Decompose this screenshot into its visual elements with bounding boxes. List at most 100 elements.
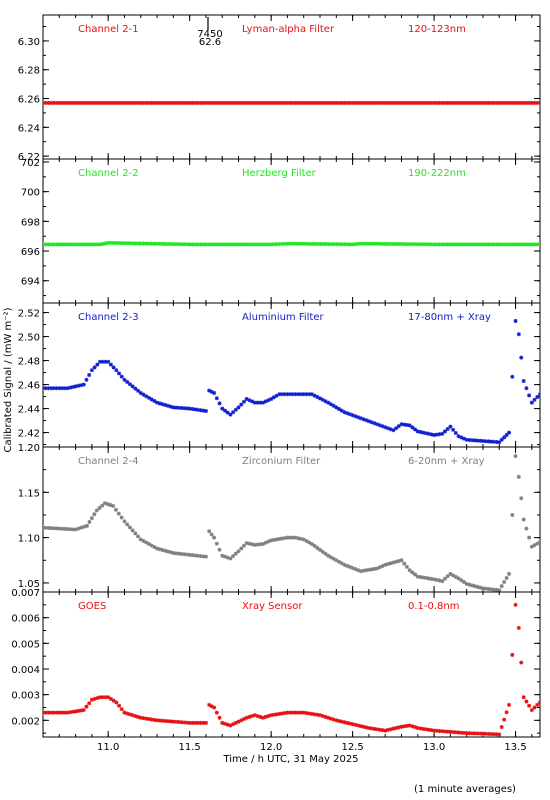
data-point <box>220 553 225 558</box>
data-point <box>239 100 244 105</box>
data-point <box>155 546 160 551</box>
data-point <box>247 100 252 105</box>
data-point <box>527 535 532 540</box>
data-point <box>209 532 214 537</box>
data-point <box>318 100 323 105</box>
data-point <box>323 714 328 719</box>
data-point <box>345 720 350 725</box>
data-point <box>51 100 56 105</box>
data-point <box>111 698 116 703</box>
data-point <box>448 424 453 429</box>
data-point <box>182 406 187 411</box>
data-point <box>97 506 102 511</box>
data-point <box>328 402 333 407</box>
data-point <box>342 242 347 247</box>
data-point <box>328 555 333 560</box>
data-point <box>271 537 276 542</box>
data-point <box>301 100 306 105</box>
data-point <box>288 241 293 246</box>
data-point <box>279 711 284 716</box>
data-point <box>146 395 151 400</box>
data-point <box>283 241 288 246</box>
data-point <box>95 362 100 367</box>
data-point <box>524 526 529 531</box>
data-point <box>92 696 97 701</box>
panel-label: 6-20nm + Xray <box>408 456 485 467</box>
data-point <box>105 502 110 507</box>
data-point <box>155 100 160 105</box>
data-point <box>113 507 118 512</box>
data-point <box>456 242 461 247</box>
data-point <box>366 419 371 424</box>
data-point <box>130 384 135 389</box>
data-point <box>288 392 293 397</box>
data-point <box>277 536 282 541</box>
data-point <box>258 100 263 105</box>
data-point <box>445 100 450 105</box>
data-point <box>165 549 170 554</box>
data-point <box>228 723 233 728</box>
data-point <box>184 242 189 247</box>
data-point <box>513 100 518 105</box>
data-point <box>499 584 504 589</box>
data-point <box>182 100 187 105</box>
data-point <box>108 362 113 367</box>
panel-label: 190-222nm <box>408 168 466 179</box>
data-point <box>519 496 524 501</box>
data-point <box>513 319 518 323</box>
data-point <box>217 401 222 406</box>
data-point <box>372 100 377 105</box>
data-point <box>396 100 401 105</box>
data-point <box>114 241 119 246</box>
data-point <box>413 100 418 105</box>
data-point <box>81 382 86 387</box>
data-point <box>426 431 431 436</box>
data-point <box>157 718 162 723</box>
data-point <box>244 397 249 401</box>
data-point <box>82 524 87 529</box>
data-point <box>385 241 390 246</box>
data-point <box>312 100 317 105</box>
data-point <box>174 100 179 105</box>
y-tick-label: 6.26 <box>18 95 40 106</box>
data-point <box>263 714 268 719</box>
footnote: (1 minute averages) <box>414 784 516 795</box>
data-point <box>375 727 380 732</box>
data-point <box>49 526 54 531</box>
data-point <box>410 724 415 729</box>
data-point <box>337 718 342 723</box>
data-point <box>87 519 92 524</box>
data-point <box>127 712 132 717</box>
data-point <box>489 439 494 444</box>
data-point <box>260 541 265 546</box>
data-point <box>149 100 154 105</box>
data-point <box>464 581 469 586</box>
data-point <box>437 100 442 105</box>
data-point <box>358 416 363 421</box>
data-point <box>98 242 103 247</box>
data-point <box>375 422 380 427</box>
data-point <box>440 729 445 734</box>
x-tick-label: 12.0 <box>260 742 282 753</box>
data-points <box>43 454 540 592</box>
data-point <box>364 418 369 423</box>
data-point <box>193 720 198 725</box>
data-point <box>217 242 222 247</box>
data-point <box>399 242 404 247</box>
data-point <box>385 562 390 567</box>
data-point <box>494 242 499 247</box>
data-point <box>364 100 369 105</box>
data-point <box>353 567 358 572</box>
y-tick-label: 1.20 <box>18 443 40 454</box>
data-point <box>49 242 54 247</box>
x-tick-label: 11.5 <box>179 742 201 753</box>
data-point <box>198 720 203 725</box>
data-point <box>171 405 176 410</box>
data-point <box>174 242 179 247</box>
data-point <box>43 386 48 391</box>
data-point <box>94 508 99 513</box>
data-point <box>326 715 331 720</box>
data-point <box>432 242 437 247</box>
data-point <box>507 571 512 576</box>
data-point <box>288 100 293 105</box>
